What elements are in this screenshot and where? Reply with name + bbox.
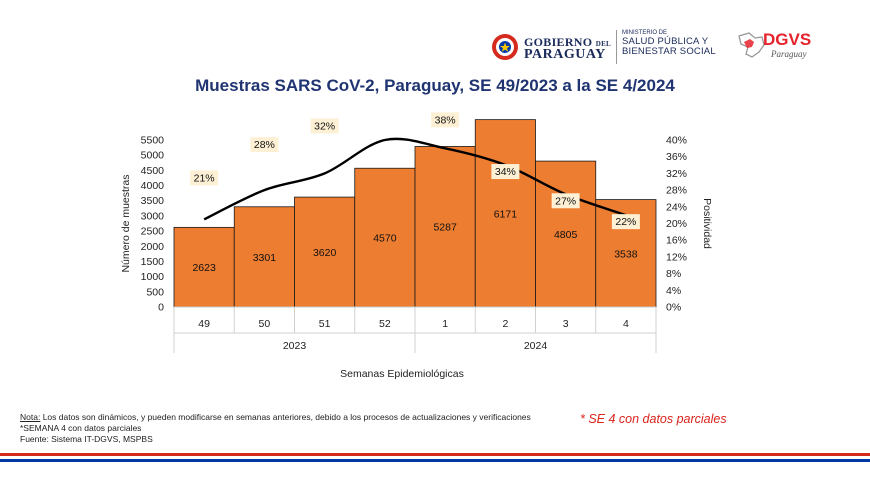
ministry-logo: MINISTERIO DE SALUD PÚBLICA Y BIENESTAR … bbox=[622, 30, 716, 57]
y-tick-label: 3500 bbox=[141, 195, 165, 207]
y2-tick-label: 28% bbox=[666, 185, 687, 197]
y-tick-label: 0 bbox=[158, 302, 164, 314]
year-group-label: 2024 bbox=[524, 340, 548, 352]
positivity-label: 27% bbox=[555, 195, 576, 207]
footnotes: Nota: Los datos son dinámicos, y pueden … bbox=[20, 412, 531, 445]
dgvs-logo: DGVS Paraguay bbox=[735, 28, 825, 64]
y-tick-label: 500 bbox=[146, 286, 164, 298]
bar-value-label: 3620 bbox=[313, 247, 337, 259]
x-tick-label: 49 bbox=[198, 318, 210, 330]
y2-tick-label: 16% bbox=[666, 235, 687, 247]
y2-tick-label: 20% bbox=[666, 218, 687, 230]
year-group-label: 2023 bbox=[283, 340, 307, 352]
ministry-line2: BIENESTAR SOCIAL bbox=[622, 46, 716, 57]
positivity-label-box bbox=[250, 137, 279, 153]
footer-white-gap bbox=[0, 456, 870, 459]
y-axis-title: Número de muestras bbox=[120, 174, 132, 272]
chart: 0 500 1000 1500 2000 2500 3000 3500 4000 4500 5000… bbox=[120, 112, 713, 380]
bar-value-label: 4570 bbox=[373, 233, 397, 245]
dgvs-text: DGVS bbox=[763, 30, 812, 49]
partial-data-note: * SE 4 con datos parciales bbox=[580, 412, 727, 426]
bar-49 bbox=[173, 226, 235, 308]
bar-value-label: 5287 bbox=[433, 222, 457, 234]
paraguay-map-icon bbox=[738, 32, 765, 58]
y2-tick-label: 24% bbox=[666, 201, 687, 213]
chart-title: Muestras SARS CoV-2, Paraguay, SE 49/202… bbox=[195, 76, 675, 95]
positivity-label-box bbox=[310, 118, 339, 134]
gov-line1: GOBIERNO DEL bbox=[524, 35, 612, 49]
x-tick-label: 4 bbox=[623, 318, 629, 330]
x-tick-label: 52 bbox=[379, 318, 391, 330]
positivity-label-box bbox=[551, 193, 580, 209]
y2-tick-label: 8% bbox=[666, 268, 681, 280]
y-tick-label: 2000 bbox=[141, 241, 165, 253]
bar-value-label: 3301 bbox=[253, 252, 277, 264]
x-tick-label: 51 bbox=[319, 318, 331, 330]
note-text: Los datos son dinámicos, y pueden modifi… bbox=[40, 412, 531, 422]
x-axis-title: Semanas Epidemiológicas bbox=[340, 368, 464, 380]
bar-52 bbox=[354, 167, 416, 308]
y2-tick-label: 40% bbox=[666, 135, 687, 147]
y2-axis-title: Positividad bbox=[701, 198, 713, 249]
ministry-small: MINISTERIO DE bbox=[622, 30, 668, 36]
x-tick-label: 50 bbox=[259, 318, 271, 330]
y2-tick-label: 36% bbox=[666, 151, 687, 163]
positivity-label: 22% bbox=[615, 216, 636, 228]
note-label: Nota: bbox=[20, 412, 41, 422]
note-line2: *SEMANA 4 con datos parciales bbox=[20, 423, 142, 433]
positivity-label: 28% bbox=[254, 139, 275, 151]
y-tick-label: 5500 bbox=[141, 135, 165, 147]
positivity-label-box bbox=[431, 112, 460, 128]
footer-blue-stripe bbox=[0, 459, 870, 462]
y-tick-label: 2500 bbox=[141, 226, 165, 238]
y-tick-label: 1000 bbox=[141, 271, 165, 283]
positivity-label-box bbox=[611, 214, 640, 230]
bar-value-label: 3538 bbox=[614, 248, 638, 260]
x-tick-label: 3 bbox=[563, 318, 569, 330]
y-tick-label: 1500 bbox=[141, 256, 165, 268]
y-tick-label: 5000 bbox=[141, 150, 165, 162]
note-line3: Fuente: Sistema IT-DGVS, MSPBS bbox=[20, 434, 153, 444]
x-tick-label: 1 bbox=[442, 318, 448, 330]
y2-tick-label: 0% bbox=[666, 302, 681, 314]
bar-1 bbox=[414, 146, 476, 308]
x-tick-label: 2 bbox=[502, 318, 508, 330]
positivity-label: 21% bbox=[194, 172, 215, 184]
ministry-line1: SALUD PÚBLICA Y bbox=[622, 36, 709, 47]
footer-red-stripe bbox=[0, 453, 870, 456]
y2-tick-label: 12% bbox=[666, 251, 687, 263]
dgvs-subtitle: Paraguay bbox=[771, 49, 807, 59]
gobierno-logo: GOBIERNO DEL PARAGUAY bbox=[490, 30, 620, 66]
note-line1: Nota: Los datos son dinámicos, y pueden … bbox=[20, 412, 531, 423]
positivity-label-box bbox=[190, 170, 219, 186]
y2-tick-label: 32% bbox=[666, 168, 687, 180]
positivity-label: 34% bbox=[495, 166, 516, 178]
paraguay-seal-icon bbox=[492, 34, 518, 60]
bar-2 bbox=[474, 119, 536, 308]
logo-divider bbox=[616, 30, 617, 64]
positivity-label: 32% bbox=[314, 120, 335, 132]
bar-value-label: 4805 bbox=[554, 229, 578, 241]
bar-value-label: 6171 bbox=[494, 208, 518, 220]
bar-value-label: 2623 bbox=[192, 262, 216, 274]
gov-line2: PARAGUAY bbox=[524, 47, 606, 62]
y2-tick-label: 4% bbox=[666, 285, 681, 297]
positivity-line bbox=[203, 137, 627, 221]
y-tick-label: 4500 bbox=[141, 165, 165, 177]
positivity-label: 38% bbox=[435, 114, 456, 126]
y-tick-label: 3000 bbox=[141, 210, 165, 222]
y-tick-label: 4000 bbox=[141, 180, 165, 192]
positivity-label-box bbox=[491, 164, 520, 180]
